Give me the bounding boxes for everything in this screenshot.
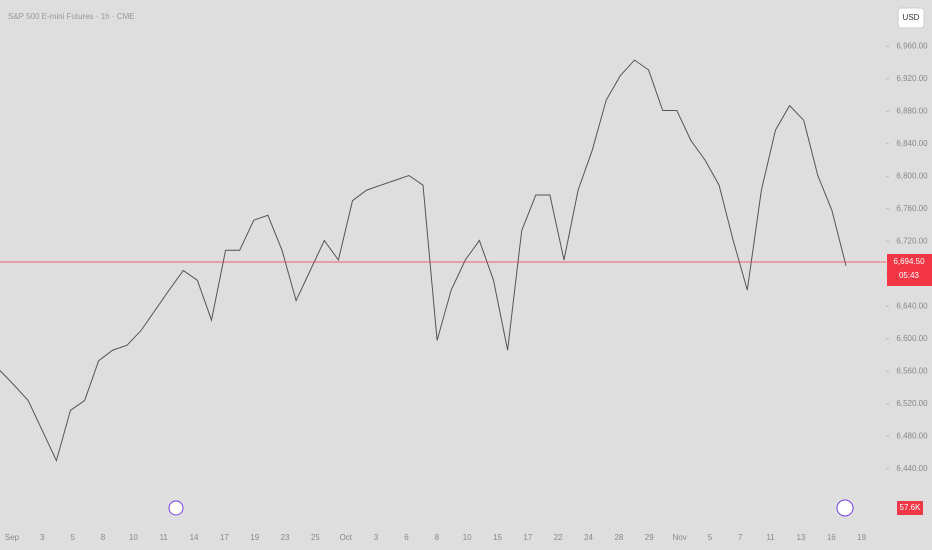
x-tick-label: 23 [281, 533, 290, 542]
last-price-box [887, 254, 932, 287]
x-tick-label: 11 [766, 533, 775, 542]
y-tick-label: 6,800.00 [896, 171, 928, 180]
x-tick-label: 28 [614, 533, 623, 542]
currency-button[interactable] [897, 7, 925, 29]
x-tick-label: 6 [404, 533, 409, 542]
x-tick-label: 8 [435, 533, 440, 542]
x-tick-label: 3 [374, 533, 379, 542]
x-tick-label: 19 [250, 533, 259, 542]
y-tick-label: 6,440.00 [896, 464, 928, 473]
x-tick-label: 3 [40, 533, 45, 542]
y-tick-label: 6,760.00 [896, 204, 928, 213]
x-tick-label: Nov [672, 533, 686, 542]
x-tick-label: 7 [738, 533, 743, 542]
x-tick-label: 24 [584, 533, 593, 542]
price-line [0, 59, 847, 463]
last-price-label: 6,694.50 [893, 257, 925, 266]
volume-label: 57.6K [900, 503, 922, 512]
x-tick-label: 5 [708, 533, 713, 542]
x-tick-label: 25 [311, 533, 320, 542]
x-tick-label: 5 [70, 533, 75, 542]
x-tick-label: 10 [463, 533, 472, 542]
event-icon[interactable] [836, 499, 854, 517]
y-tick-label: 6,720.00 [896, 236, 928, 245]
x-tick-label: 22 [554, 533, 563, 542]
x-tick-label: 11 [160, 533, 169, 542]
chart-title: S&P 500 E-mini Futures · 1h · CME [8, 12, 135, 21]
x-tick-label: 17 [220, 533, 229, 542]
y-tick-label: 6,480.00 [896, 431, 928, 440]
y-tick-label: 6,520.00 [896, 399, 928, 408]
y-tick-label: 6,920.00 [896, 74, 928, 83]
x-tick-label: 17 [523, 533, 532, 542]
x-tick-label: 15 [493, 533, 502, 542]
x-tick-label: 14 [190, 533, 199, 542]
y-tick-label: 6,880.00 [896, 106, 928, 115]
x-tick-label: 16 [827, 533, 836, 542]
event-icon[interactable] [168, 500, 184, 516]
x-tick-label: 29 [645, 533, 654, 542]
y-tick-label: 6,840.00 [896, 139, 928, 148]
x-tick-label: 10 [129, 533, 138, 542]
y-tick-label: 6,560.00 [896, 366, 928, 375]
y-tick-label: 6,640.00 [896, 301, 928, 310]
y-tick-label: 6,600.00 [896, 334, 928, 343]
y-tick-label: 6,960.00 [896, 41, 928, 50]
x-tick-label: 8 [101, 533, 106, 542]
x-tick-label: Oct [340, 533, 353, 542]
currency[interactable]: USD [903, 13, 920, 22]
x-tick-label: Sep [5, 533, 20, 542]
volume-box [897, 501, 923, 515]
x-tick-label: 19 [857, 533, 866, 542]
countdown: 05:43 [899, 271, 920, 280]
x-tick-label: 13 [797, 533, 806, 542]
